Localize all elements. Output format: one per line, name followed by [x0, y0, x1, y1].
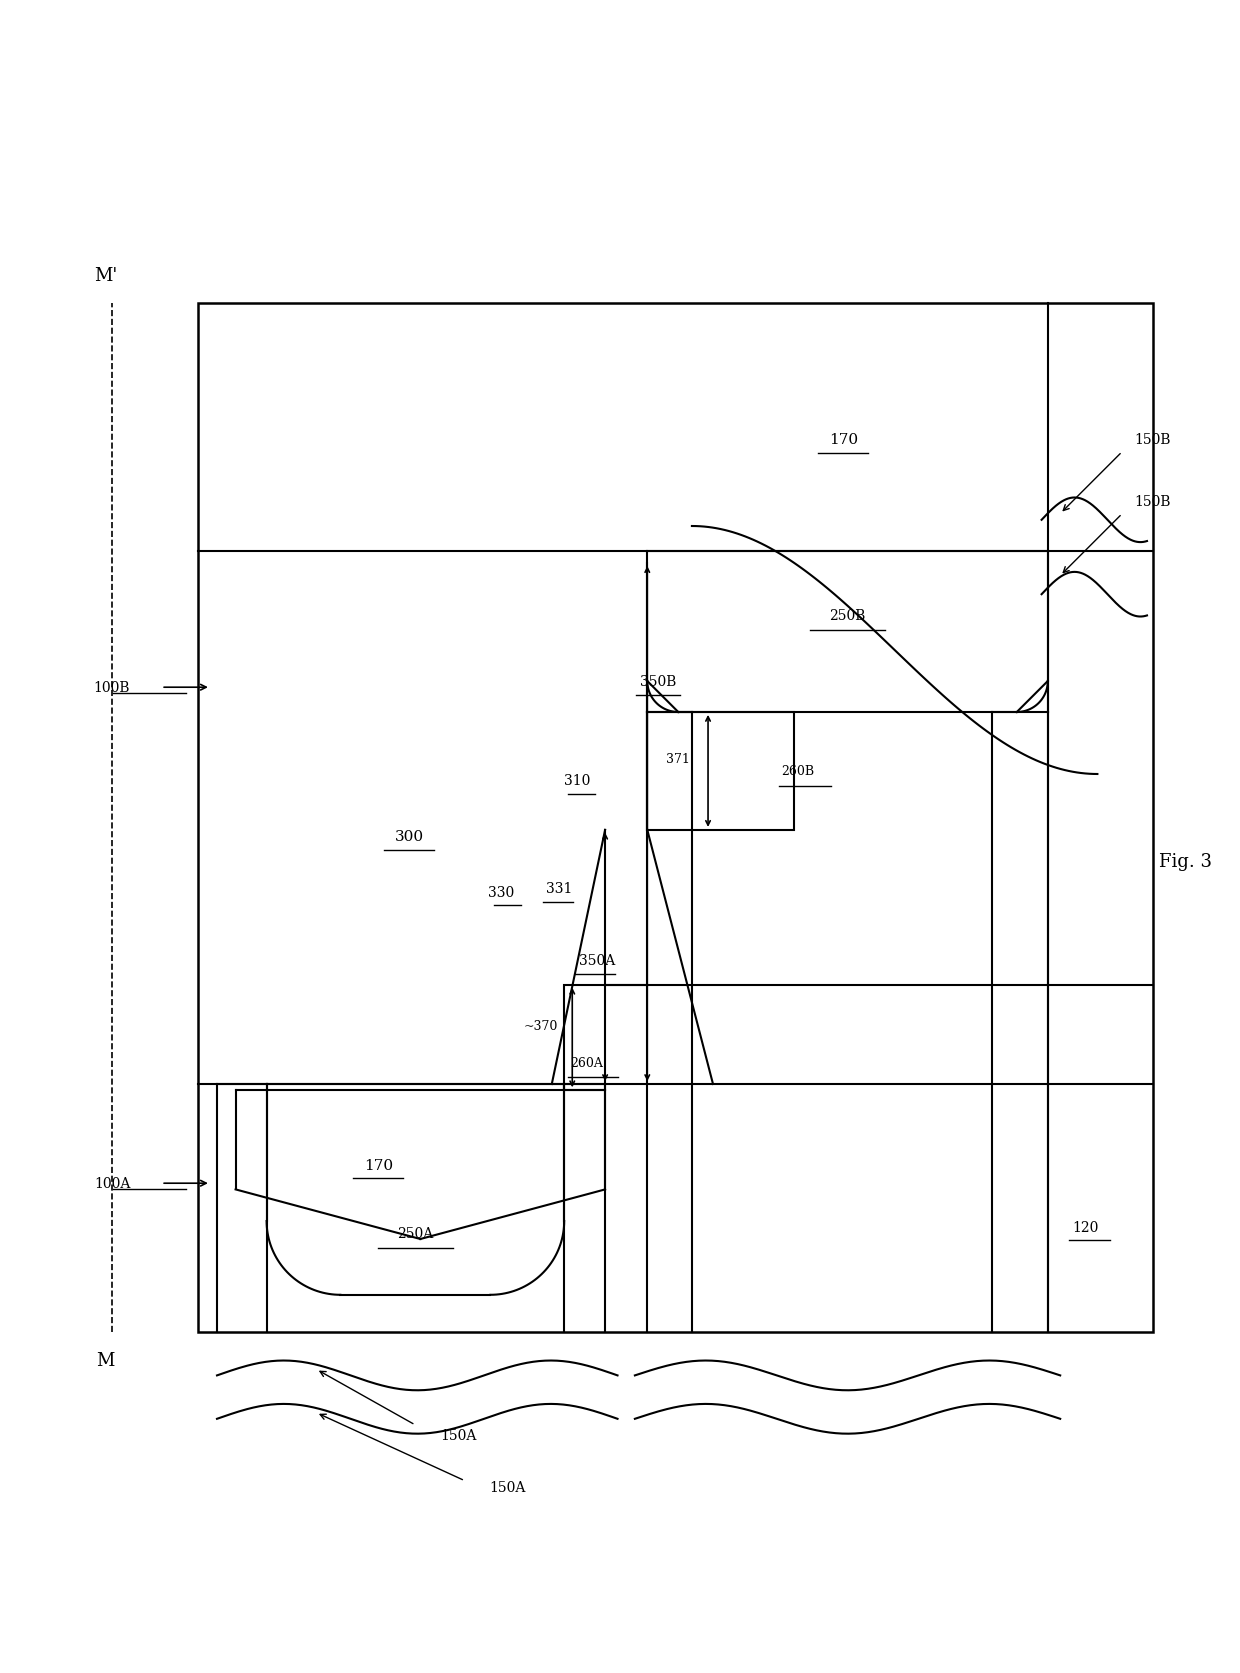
Text: 300: 300 — [394, 830, 424, 843]
Text: Fig. 3: Fig. 3 — [1159, 852, 1213, 870]
Bar — [198, 303, 1153, 1332]
Text: M': M' — [94, 268, 117, 284]
Text: 150B: 150B — [1135, 495, 1171, 509]
Text: ~370: ~370 — [523, 1019, 558, 1032]
Text: 100B: 100B — [94, 681, 130, 694]
Text: 260A: 260A — [570, 1056, 604, 1069]
Text: 100A: 100A — [94, 1176, 130, 1191]
Text: 330: 330 — [489, 885, 515, 900]
Text: 331: 331 — [546, 882, 572, 895]
Text: 150B: 150B — [1135, 433, 1171, 447]
Bar — [647, 713, 794, 830]
Text: 260B: 260B — [781, 765, 815, 778]
Text: 170: 170 — [363, 1158, 393, 1171]
Text: 120: 120 — [1073, 1220, 1099, 1235]
Text: 350A: 350A — [579, 954, 615, 967]
Text: 350B: 350B — [640, 674, 676, 689]
Text: 170: 170 — [828, 433, 858, 447]
Text: 250B: 250B — [830, 609, 866, 622]
Text: 150A: 150A — [440, 1429, 476, 1442]
Text: 150A: 150A — [490, 1481, 526, 1494]
Bar — [564, 985, 605, 1091]
Text: 310: 310 — [564, 773, 590, 788]
Text: 250A: 250A — [397, 1226, 434, 1240]
Text: M: M — [97, 1350, 114, 1369]
Text: 371: 371 — [666, 753, 689, 766]
